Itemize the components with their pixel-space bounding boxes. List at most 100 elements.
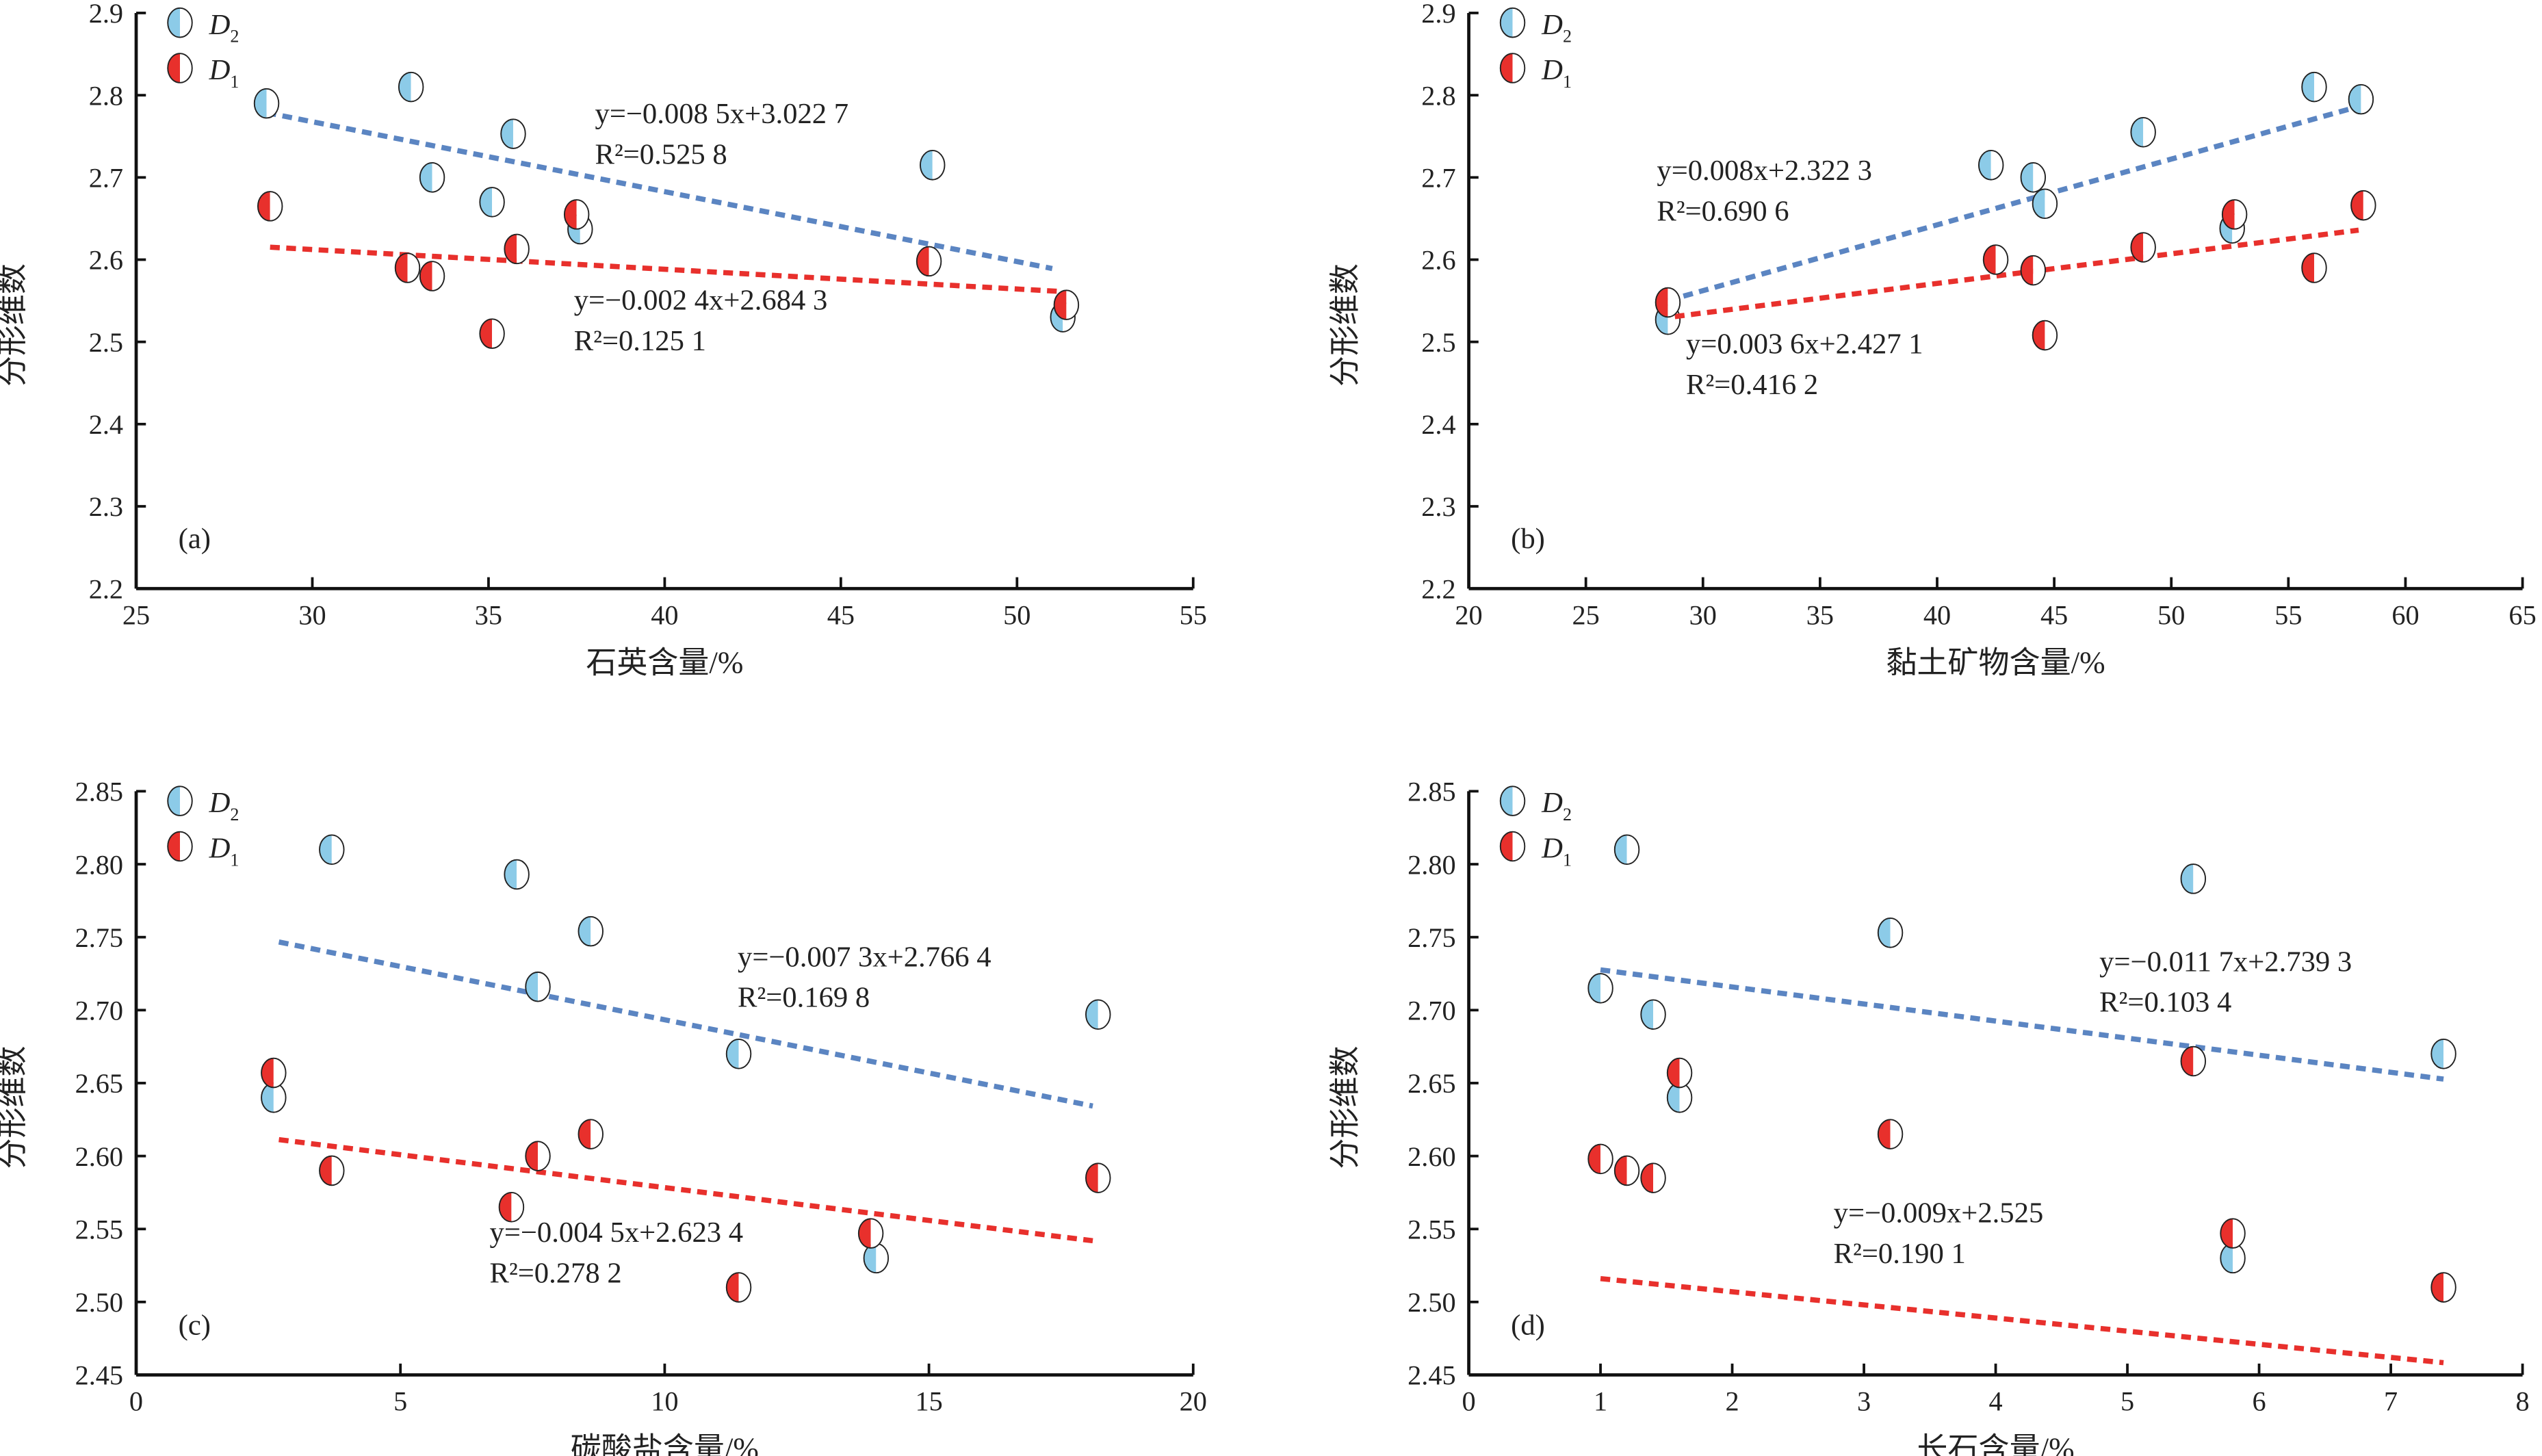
x-tick-label: 0 <box>1462 1386 1475 1417</box>
marker-right-half <box>2363 190 2376 220</box>
marker-right-half <box>576 200 589 229</box>
marker-outline <box>920 150 946 181</box>
data-point-D2 <box>261 1082 287 1113</box>
marker-outline <box>479 187 505 218</box>
fit-r2-D1: R²=0.278 2 <box>490 1257 622 1289</box>
data-point-D2 <box>319 834 345 866</box>
y-tick-label: 2.2 <box>1421 573 1455 604</box>
x-tick-label: 35 <box>475 599 502 630</box>
legend-label-D1: D1 <box>1541 833 1572 870</box>
marker-right-half <box>2193 1046 2206 1076</box>
data-point-D1 <box>1640 1162 1666 1193</box>
data-point-D2 <box>1587 973 1613 1004</box>
marker-outline <box>167 7 193 38</box>
legend-subscript: 2 <box>1563 27 1572 47</box>
marker-right-half <box>1995 245 2008 274</box>
marker-left-half <box>1641 1163 1654 1193</box>
marker-left-half <box>920 150 933 180</box>
legend-marker-D1 <box>1499 831 1526 862</box>
y-tick-label: 2.9 <box>89 0 123 29</box>
legend-letter: D <box>1541 833 1563 865</box>
marker-right-half <box>2033 162 2046 192</box>
data-point-D2 <box>920 150 946 181</box>
marker-left-half <box>2032 320 2045 350</box>
y-tick-label: 2.50 <box>75 1287 123 1318</box>
marker-left-half <box>2021 162 2034 192</box>
marker-right-half <box>870 1219 883 1248</box>
x-tick-label: 20 <box>1180 1386 1207 1417</box>
y-axis-label: 分形维数 <box>0 263 29 387</box>
data-point-D1 <box>2350 190 2376 221</box>
legend-marker-D1 <box>167 53 193 83</box>
y-tick-label: 2.3 <box>1421 491 1455 522</box>
marker-outline <box>1613 834 1640 866</box>
marker-outline <box>167 785 193 816</box>
marker-right-half <box>876 1243 889 1273</box>
x-tick-label: 40 <box>651 599 678 630</box>
marker-outline <box>479 318 505 349</box>
y-tick-label: 2.85 <box>1408 777 1455 807</box>
fit-line-D2 <box>278 939 1093 1109</box>
data-point-D1 <box>2020 255 2047 286</box>
data-point-D1 <box>479 318 505 349</box>
marker-right-half <box>1890 918 1903 948</box>
marker-left-half <box>168 8 180 38</box>
fit-r2-D2: R²=0.690 6 <box>1657 195 1789 227</box>
marker-left-half <box>504 859 517 889</box>
marker-outline <box>1666 1057 1693 1089</box>
marker-right-half <box>2234 200 2247 229</box>
data-point-D2 <box>1877 918 1904 948</box>
x-tick-label: 3 <box>1857 1386 1871 1417</box>
data-point-D1 <box>504 233 530 265</box>
marker-right-half <box>492 319 504 348</box>
fit-line-D2 <box>265 109 1053 272</box>
marker-left-half <box>1500 786 1513 816</box>
x-axis-label: 黏土矿物含量/% <box>1886 645 2105 679</box>
data-point-D1 <box>257 191 283 222</box>
data-point-D1 <box>1982 244 2009 275</box>
x-tick-label: 1 <box>1594 1386 1607 1417</box>
panel-label: (d) <box>1511 1309 1545 1341</box>
marker-right-half <box>2143 233 2155 262</box>
panel-d: 2.45 2.50 2.55 2.60 2.65 2.70 2.75 2.80 2.85 0 1 2 3… <box>1328 777 2530 1456</box>
marker-outline <box>2301 252 2327 283</box>
marker-left-half <box>398 72 411 102</box>
data-point-D2 <box>419 162 445 193</box>
marker-left-half <box>2032 189 2045 219</box>
marker-right-half <box>492 187 504 217</box>
marker-left-half <box>1878 918 1891 948</box>
marker-right-half <box>2361 84 2374 114</box>
marker-right-half <box>1679 1058 1692 1088</box>
legend-subscript: 1 <box>230 850 239 870</box>
marker-outline <box>1640 999 1666 1030</box>
marker-outline <box>2180 863 2207 894</box>
marker-outline <box>261 1057 287 1089</box>
marker-left-half <box>261 1082 274 1113</box>
data-point-D1 <box>1053 289 1080 320</box>
marker-outline <box>1613 1155 1640 1186</box>
legend-letter: D <box>209 9 231 41</box>
x-tick-label: 15 <box>915 1386 942 1417</box>
data-point-D2 <box>525 971 551 1002</box>
marker-left-half <box>261 1058 274 1088</box>
y-tick-label: 2.2 <box>89 573 123 604</box>
marker-right-half <box>1668 287 1681 317</box>
marker-right-half <box>270 192 283 221</box>
x-tick-label: 0 <box>129 1386 143 1417</box>
marker-outline <box>1499 831 1526 862</box>
data-point-D1 <box>1613 1155 1640 1186</box>
data-point-D1 <box>1877 1119 1904 1149</box>
legend-marker-D2 <box>1499 785 1526 816</box>
y-tick-label: 2.75 <box>1408 922 1455 953</box>
data-point-D2 <box>1085 999 1111 1030</box>
marker-outline <box>857 1218 884 1249</box>
marker-left-half <box>2302 253 2314 283</box>
marker-right-half <box>929 246 942 276</box>
marker-left-half <box>564 200 577 229</box>
marker-right-half <box>538 972 550 1002</box>
legend-subscript: 1 <box>230 72 239 92</box>
marker-outline <box>578 1119 604 1149</box>
x-axis-label: 碳酸盐含量/% <box>571 1432 759 1456</box>
data-point-D2 <box>500 118 526 149</box>
